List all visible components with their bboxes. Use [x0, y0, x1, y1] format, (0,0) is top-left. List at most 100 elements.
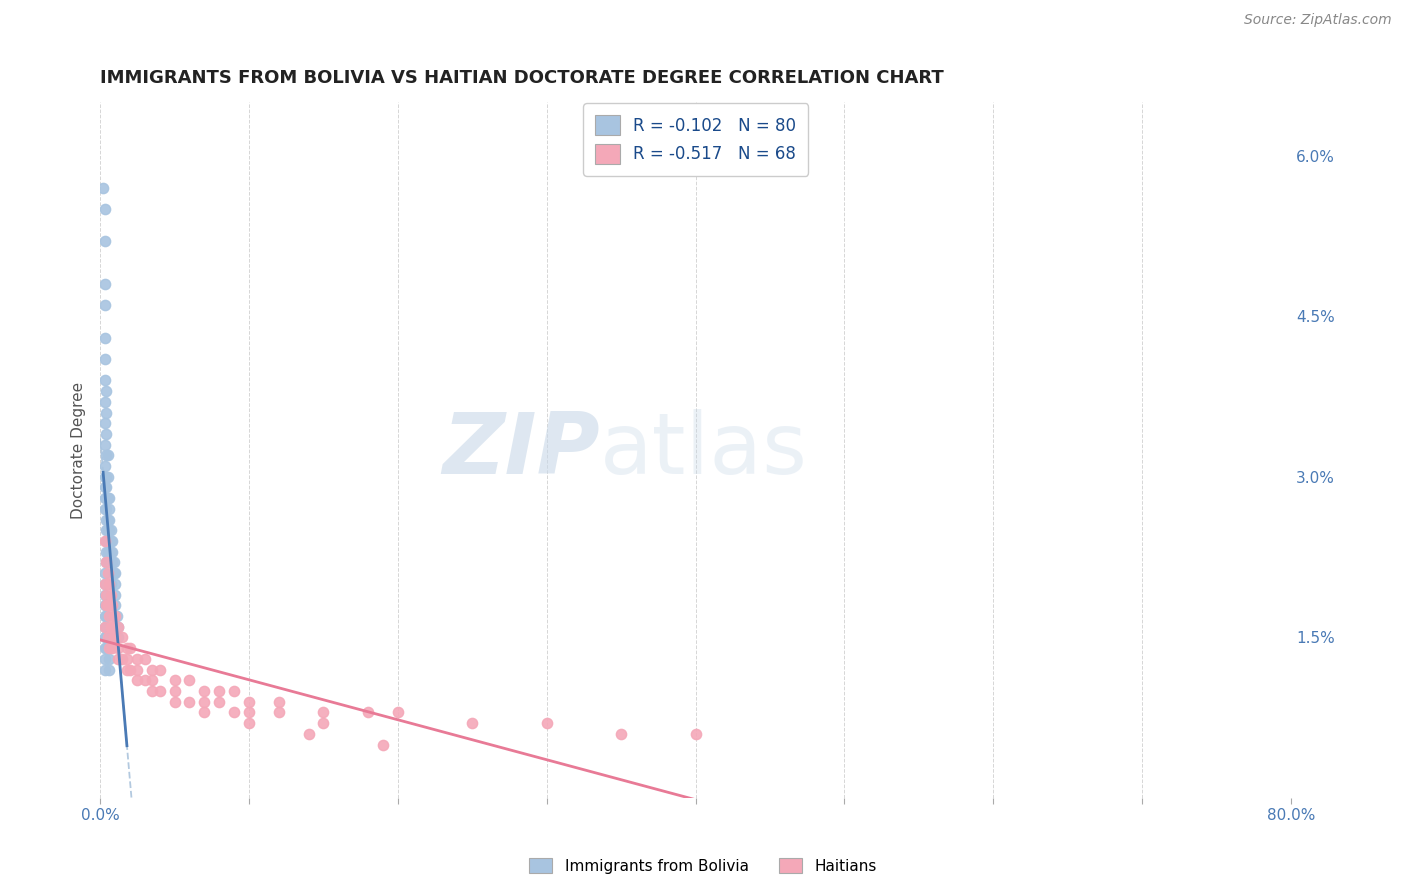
Point: [134, 673, 156, 688]
Point: [93, 641, 115, 656]
Point: [94, 502, 117, 516]
Point: [127, 673, 149, 688]
Point: [105, 609, 128, 624]
Point: [104, 609, 127, 624]
Point: [238, 716, 260, 731]
Point: [267, 706, 290, 720]
Point: [97, 534, 120, 549]
Point: [93, 437, 115, 451]
Point: [93, 588, 115, 602]
Point: [94, 513, 117, 527]
Point: [93, 330, 115, 344]
Point: [93, 599, 115, 613]
Point: [94, 588, 117, 602]
Point: [101, 641, 124, 656]
Point: [97, 556, 120, 570]
Point: [94, 405, 117, 419]
Point: [98, 545, 121, 559]
Point: [94, 449, 117, 463]
Text: ZIP: ZIP: [443, 409, 600, 491]
Point: [101, 599, 124, 613]
Point: [208, 684, 231, 698]
Text: Source: ZipAtlas.com: Source: ZipAtlas.com: [1244, 13, 1392, 28]
Point: [94, 599, 117, 613]
Point: [118, 663, 141, 677]
Point: [93, 566, 115, 581]
Point: [101, 534, 124, 549]
Point: [101, 620, 124, 634]
Point: [94, 609, 117, 624]
Point: [100, 534, 122, 549]
Point: [238, 706, 260, 720]
Point: [267, 695, 290, 709]
Point: [208, 695, 231, 709]
Point: [93, 202, 115, 216]
Point: [107, 652, 129, 666]
Point: [610, 727, 633, 741]
Point: [94, 426, 117, 441]
Point: [101, 545, 124, 559]
Point: [100, 524, 122, 538]
Point: [149, 684, 172, 698]
Point: [141, 663, 163, 677]
Point: [94, 620, 117, 634]
Point: [91, 180, 114, 194]
Point: [93, 373, 115, 387]
Point: [103, 609, 125, 624]
Point: [163, 673, 186, 688]
Point: [127, 652, 149, 666]
Point: [93, 620, 115, 634]
Point: [101, 556, 124, 570]
Point: [97, 599, 120, 613]
Point: [357, 706, 380, 720]
Point: [104, 577, 127, 591]
Point: [104, 631, 127, 645]
Point: [179, 695, 201, 709]
Point: [97, 491, 120, 506]
Point: [149, 663, 172, 677]
Text: atlas: atlas: [600, 409, 808, 491]
Point: [93, 234, 115, 248]
Point: [141, 673, 163, 688]
Point: [193, 706, 215, 720]
Point: [97, 545, 120, 559]
Text: IMMIGRANTS FROM BOLIVIA VS HAITIAN DOCTORATE DEGREE CORRELATION CHART: IMMIGRANTS FROM BOLIVIA VS HAITIAN DOCTO…: [100, 69, 943, 87]
Point: [100, 620, 122, 634]
Y-axis label: Doctorate Degree: Doctorate Degree: [72, 382, 86, 518]
Point: [94, 556, 117, 570]
Point: [94, 631, 117, 645]
Point: [97, 470, 120, 484]
Point: [94, 470, 117, 484]
Point: [297, 727, 319, 741]
Point: [312, 716, 335, 731]
Point: [93, 652, 115, 666]
Point: [93, 298, 115, 312]
Point: [98, 641, 121, 656]
Point: [312, 706, 335, 720]
Point: [97, 566, 120, 581]
Point: [93, 459, 115, 474]
Point: [536, 716, 558, 731]
Point: [100, 556, 122, 570]
Legend: Immigrants from Bolivia, Haitians: Immigrants from Bolivia, Haitians: [523, 852, 883, 880]
Point: [94, 599, 117, 613]
Point: [98, 609, 121, 624]
Point: [93, 394, 115, 409]
Point: [127, 663, 149, 677]
Point: [104, 566, 127, 581]
Point: [93, 277, 115, 291]
Point: [107, 641, 129, 656]
Point: [224, 706, 246, 720]
Point: [94, 545, 117, 559]
Point: [97, 631, 120, 645]
Point: [224, 684, 246, 698]
Point: [141, 684, 163, 698]
Point: [163, 684, 186, 698]
Point: [94, 491, 117, 506]
Legend: R = -0.102   N = 80, R = -0.517   N = 68: R = -0.102 N = 80, R = -0.517 N = 68: [583, 103, 808, 176]
Point: [111, 652, 134, 666]
Point: [98, 524, 121, 538]
Point: [387, 706, 409, 720]
Point: [115, 663, 138, 677]
Point: [93, 502, 115, 516]
